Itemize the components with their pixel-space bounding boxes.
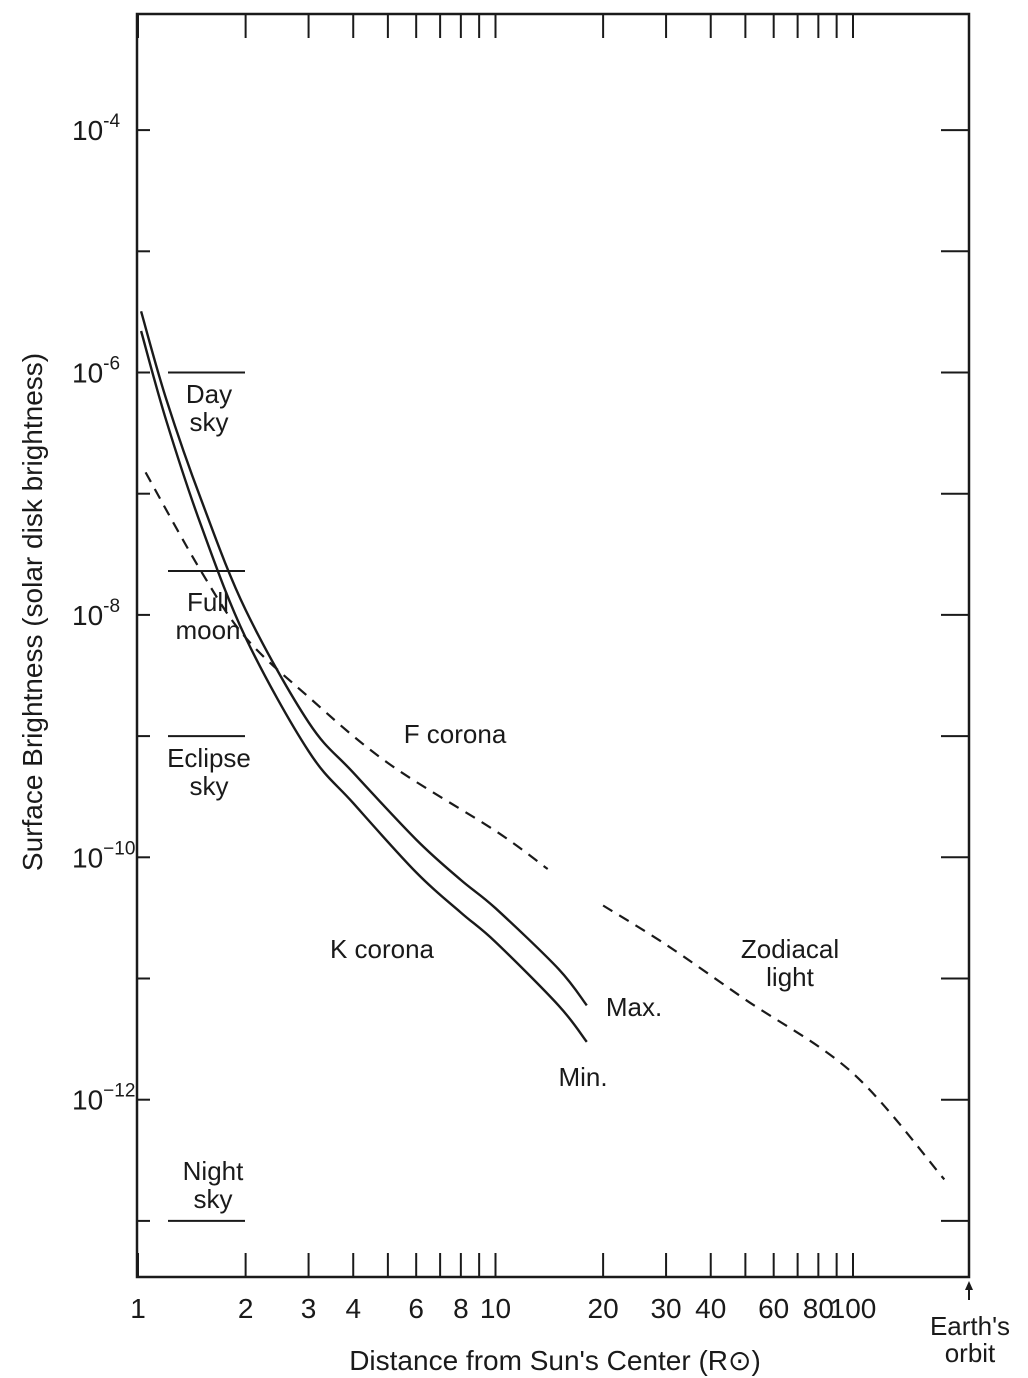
y-tick-labels: 10-4 10-6 10-8 10−10 10−12 — [72, 111, 135, 1116]
x-tick-label: 100 — [830, 1293, 877, 1324]
f-corona-label: F corona — [404, 719, 507, 749]
reference-level-label: sky — [190, 771, 229, 801]
earth-orbit-label: Earth's — [930, 1311, 1010, 1341]
series-zodiacal-light — [602, 904, 946, 1181]
reference-level-label: Eclipse — [167, 743, 251, 773]
reference-level-label: Night — [183, 1156, 244, 1186]
reference-level-label: Day — [186, 379, 232, 409]
plot-frame — [135, 12, 971, 1279]
axis-ticks — [137, 14, 969, 1277]
zodiacal-light-label: Zodiacal — [741, 934, 839, 964]
zodiacal-light-label: light — [766, 962, 814, 992]
series-max — [139, 310, 588, 1007]
y-tick-label: 10-6 — [72, 354, 120, 389]
min-label: Min. — [558, 1062, 607, 1092]
x-tick-label: 8 — [453, 1293, 469, 1324]
x-tick-label: 3 — [301, 1293, 317, 1324]
reference-level-label: sky — [194, 1184, 233, 1214]
k-corona-label: K corona — [330, 934, 435, 964]
series-min — [139, 330, 588, 1043]
x-tick-label: 80 — [803, 1293, 834, 1324]
x-tick-label: 20 — [588, 1293, 619, 1324]
earth-orbit-label: orbit — [945, 1338, 996, 1368]
x-tick-label: 6 — [408, 1293, 424, 1324]
max-label: Max. — [606, 992, 662, 1022]
x-tick-label: 40 — [695, 1293, 726, 1324]
y-tick-label: 10-4 — [72, 111, 120, 146]
series-f-corona — [144, 471, 549, 870]
x-tick-label: 30 — [650, 1293, 681, 1324]
y-tick-label: 10−10 — [72, 838, 135, 873]
x-tick-label: 1 — [130, 1293, 146, 1324]
y-axis-title: Surface Brightness (solar disk brightnes… — [17, 353, 48, 871]
x-axis-title: Distance from Sun's Center (R⊙) — [349, 1345, 761, 1376]
x-tick-label: 4 — [345, 1293, 361, 1324]
y-tick-label: 10-8 — [72, 596, 120, 631]
y-tick-label: 10−12 — [72, 1081, 135, 1116]
reference-level-label: moon — [175, 615, 240, 645]
earth-orbit-arrowhead — [965, 1281, 973, 1290]
reference-level-label: sky — [190, 407, 229, 437]
reference-level-label: Full — [187, 587, 229, 617]
x-tick-label: 2 — [238, 1293, 254, 1324]
x-tick-label: 60 — [758, 1293, 789, 1324]
curves — [139, 310, 946, 1181]
x-tick-label: 10 — [480, 1293, 511, 1324]
